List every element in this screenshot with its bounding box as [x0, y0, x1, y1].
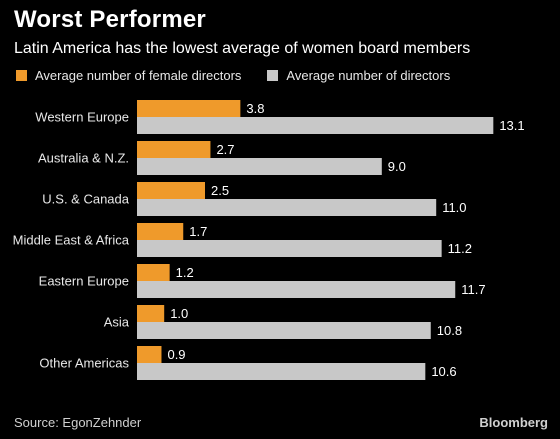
data-label: 11.0 — [442, 200, 466, 215]
bar-total-directors — [137, 363, 426, 380]
data-label: 1.2 — [176, 265, 194, 280]
bar-total-directors — [137, 240, 442, 257]
bar-female-directors — [137, 305, 165, 322]
bar-female-directors — [137, 346, 162, 363]
category-label: Middle East & Africa — [13, 232, 130, 247]
legend-item-total: Average number of directors — [267, 68, 450, 83]
data-label: 10.6 — [431, 364, 456, 379]
source-note: Source: EgonZehnder — [14, 415, 142, 430]
data-label: 10.8 — [437, 323, 462, 338]
bar-total-directors — [137, 199, 437, 216]
bar-female-directors — [137, 264, 170, 281]
data-label: 0.9 — [167, 347, 185, 362]
legend: Average number of female directors Avera… — [16, 68, 476, 83]
legend-label-female: Average number of female directors — [35, 68, 242, 83]
bar-female-directors — [137, 100, 241, 117]
bar-female-directors — [137, 223, 184, 240]
bar-total-directors — [137, 322, 431, 339]
bar-female-directors — [137, 182, 205, 199]
category-label: Eastern Europe — [39, 273, 129, 288]
legend-item-female: Average number of female directors — [16, 68, 241, 83]
chart-title: Worst Performer — [14, 6, 206, 33]
bar-total-directors — [137, 117, 494, 134]
legend-swatch-total — [267, 70, 279, 81]
data-label: 13.1 — [499, 118, 524, 133]
category-label: Western Europe — [35, 109, 129, 124]
bar-female-directors — [137, 141, 211, 158]
category-label: Other Americas — [39, 355, 129, 370]
legend-swatch-female — [16, 70, 27, 81]
data-label: 1.7 — [189, 224, 207, 239]
category-label: Australia & N.Z. — [38, 150, 129, 165]
data-label: 11.7 — [461, 282, 485, 297]
chart-subtitle: Latin America has the lowest average of … — [14, 40, 471, 57]
legend-label-total: Average number of directors — [286, 68, 451, 83]
category-label: U.S. & Canada — [42, 191, 129, 206]
bar-total-directors — [137, 281, 456, 298]
category-label: Asia — [104, 314, 130, 329]
data-label: 9.0 — [388, 159, 406, 174]
data-label: 2.7 — [216, 142, 234, 157]
data-label: 3.8 — [246, 101, 264, 116]
bar-total-directors — [137, 158, 382, 175]
brand-logo: Bloomberg — [479, 415, 548, 430]
data-label: 2.5 — [211, 183, 229, 198]
data-label: 1.0 — [170, 306, 188, 321]
data-label: 11.2 — [448, 241, 472, 256]
